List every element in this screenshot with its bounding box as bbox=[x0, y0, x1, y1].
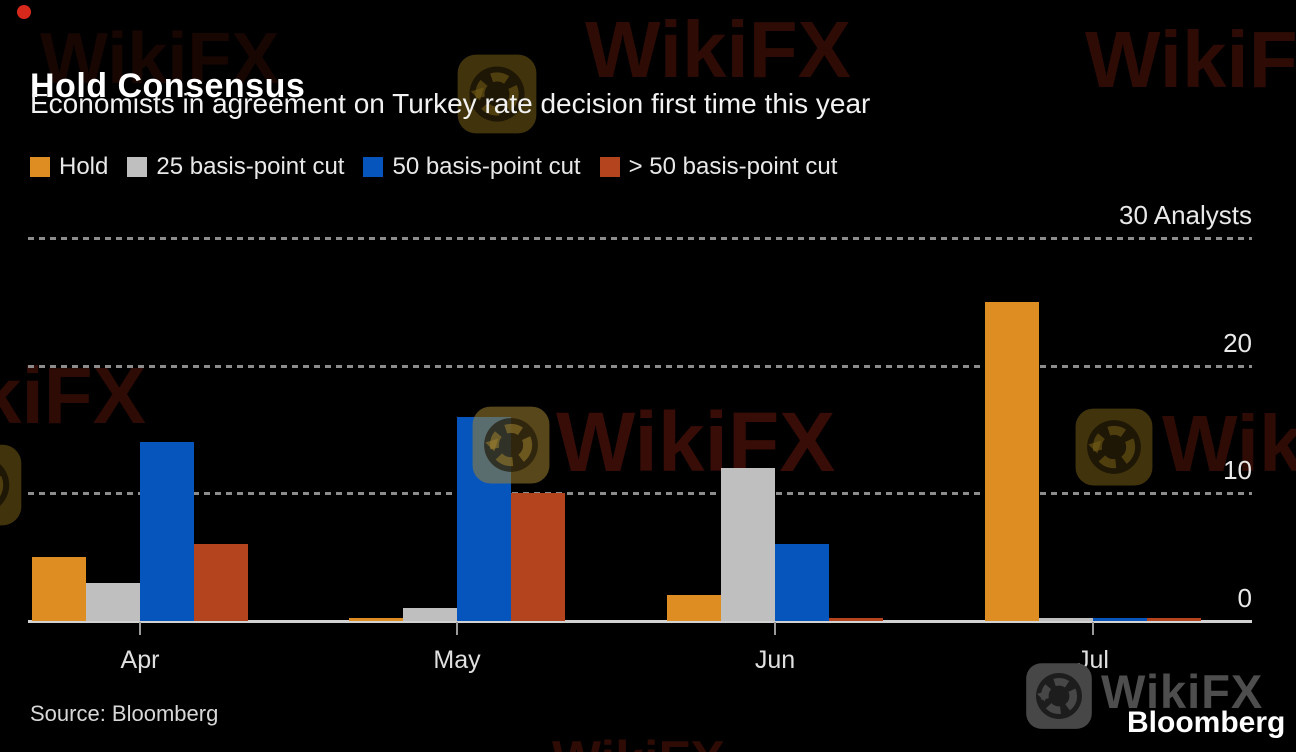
gridline bbox=[28, 237, 1252, 240]
y-axis-label: 0 bbox=[1237, 583, 1252, 613]
x-axis-tick bbox=[774, 622, 776, 635]
legend-swatch-icon bbox=[363, 157, 384, 177]
page-title: Hold Consensus bbox=[30, 66, 306, 105]
bar bbox=[985, 302, 1039, 621]
bar bbox=[511, 493, 565, 621]
bar bbox=[1039, 618, 1093, 621]
bloomberg-logo: Bloomberg bbox=[1127, 706, 1286, 739]
bar bbox=[86, 583, 140, 621]
x-axis-line bbox=[28, 620, 1252, 623]
x-axis-label: Jun bbox=[754, 646, 796, 674]
x-axis-label: Apr bbox=[120, 646, 160, 674]
x-axis-label: May bbox=[433, 646, 481, 674]
legend-swatch-icon bbox=[30, 157, 50, 177]
bar bbox=[829, 618, 883, 621]
y-axis-label: 10 bbox=[1223, 455, 1252, 486]
bar bbox=[1147, 618, 1201, 621]
source-note: Source: Bloomberg bbox=[30, 701, 219, 726]
bar bbox=[667, 595, 721, 621]
y-axis-label: 20 bbox=[1223, 327, 1252, 358]
legend-label: > 50 basis-point cut bbox=[628, 153, 838, 180]
y-axis-label: 30 Analysts bbox=[1119, 200, 1252, 230]
bar bbox=[194, 544, 248, 621]
gridline bbox=[28, 492, 1252, 496]
bar bbox=[721, 468, 775, 621]
chart-legend: Hold 25 basis-point cut 50 basis-point cut… bbox=[30, 153, 837, 181]
legend-item: > 50 basis-point cut bbox=[599, 153, 838, 181]
legend-label: 25 basis-point cut bbox=[156, 153, 345, 180]
x-axis-tick bbox=[1092, 622, 1094, 635]
bar bbox=[140, 442, 194, 621]
bar bbox=[349, 618, 403, 621]
legend-label: 50 basis-point cut bbox=[392, 153, 581, 180]
bar bbox=[457, 417, 511, 621]
legend-item: 25 basis-point cut bbox=[127, 153, 344, 181]
bar bbox=[775, 544, 829, 621]
wikifx-wordmark: WikiFX bbox=[1101, 665, 1264, 718]
red-dot-icon bbox=[17, 5, 31, 19]
x-axis-tick bbox=[456, 622, 458, 635]
x-axis-tick bbox=[139, 622, 141, 635]
legend-label: Hold bbox=[59, 153, 109, 180]
gridline bbox=[28, 364, 1252, 368]
legend-item: 50 basis-point cut bbox=[363, 153, 581, 181]
page-subtitle: Economists in agreement on Turkey rate d… bbox=[30, 88, 871, 119]
legend-item: Hold bbox=[30, 153, 108, 181]
bar bbox=[32, 557, 86, 621]
bar bbox=[403, 608, 457, 621]
legend-swatch-icon bbox=[599, 157, 620, 177]
bar bbox=[1093, 618, 1147, 621]
legend-swatch-icon bbox=[127, 157, 148, 177]
